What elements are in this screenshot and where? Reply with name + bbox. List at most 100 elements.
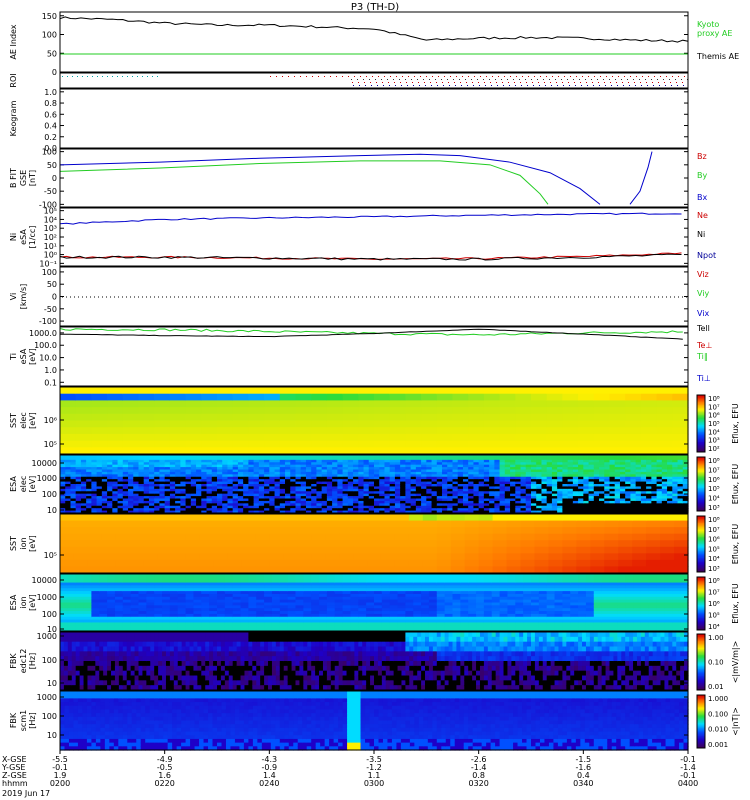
spectrogram-cell	[640, 469, 647, 473]
spectrogram-cell	[232, 508, 239, 512]
spectrogram-cell	[436, 514, 452, 522]
spectrogram-cell	[578, 413, 595, 422]
spectrogram-cell	[240, 602, 249, 606]
spectrogram-cell	[646, 491, 652, 495]
spectrogram-cell	[342, 479, 349, 483]
spectrogram-cell	[531, 486, 537, 490]
spectrogram-cell	[297, 514, 312, 522]
spectrogram-cell	[159, 488, 166, 492]
spectrogram-cell	[384, 505, 391, 509]
spectrogram-cell	[227, 488, 234, 492]
spectrogram-cell	[175, 481, 181, 485]
spectrogram-cell	[546, 467, 553, 471]
spectrogram-cell	[206, 462, 213, 466]
velocity-zero-dot	[602, 296, 603, 298]
spectrogram-cell	[201, 574, 210, 578]
spectrogram-cell	[232, 471, 239, 475]
velocity-zero-dot	[354, 296, 355, 298]
spectrogram-cell	[211, 479, 218, 483]
roi-dot	[521, 85, 522, 86]
spectrogram-cell	[128, 462, 134, 466]
spectrogram-cell	[271, 611, 281, 615]
velocity-zero-dot	[670, 296, 671, 298]
spectrogram-cell	[408, 559, 424, 568]
spectrogram-cell	[122, 471, 129, 475]
spectrogram-cell	[274, 467, 281, 471]
spectrogram-cell	[211, 462, 218, 466]
spectrogram-cell	[171, 566, 187, 574]
spectrogram-cell	[169, 508, 176, 512]
spectrogram-cell	[80, 505, 87, 509]
spectrogram-cell	[506, 533, 522, 541]
roi-dot	[675, 79, 676, 80]
spectrogram-cell	[162, 613, 171, 618]
spectrogram-cell	[117, 493, 124, 497]
spectrogram-cell	[285, 479, 291, 483]
spectrogram-cell	[162, 574, 171, 578]
spectrogram-cell	[389, 471, 396, 475]
spectrogram-cell	[264, 574, 273, 578]
spectrogram-cell	[468, 469, 475, 473]
panel-frame-esa_e	[59, 454, 689, 514]
spectrogram-cell	[253, 469, 260, 473]
spectrogram-cell	[588, 503, 595, 507]
spectrogram-cell	[520, 464, 527, 468]
spectrogram-cell	[190, 467, 197, 471]
spectrogram-cell	[114, 613, 124, 618]
spectrogram-cell	[201, 413, 218, 422]
legend-density: Npot	[697, 251, 716, 260]
roi-dot	[504, 76, 505, 77]
spectrogram-cell	[253, 457, 260, 461]
roi-dot	[396, 76, 397, 77]
spectrogram-cell	[133, 479, 140, 483]
spectrogram-cell	[237, 464, 244, 468]
spectrogram-cell	[394, 459, 401, 463]
spectrogram-cell	[368, 457, 375, 461]
spectrogram-cell	[154, 484, 161, 488]
spectrogram-cell	[316, 481, 323, 485]
spectrogram-cell	[614, 503, 621, 507]
spectrogram-cell	[347, 488, 354, 492]
spectrogram-cell	[143, 467, 150, 471]
spectrogram-cell	[305, 503, 312, 507]
spectrogram-cell	[478, 469, 485, 473]
velocity-zero-dot	[542, 296, 543, 298]
spectrogram-cell	[185, 559, 201, 568]
velocity-zero-dot	[146, 296, 147, 298]
spectrogram-cell	[224, 585, 234, 589]
velocity-zero-dot	[370, 296, 371, 298]
spectrogram-cell	[415, 508, 422, 512]
spectrogram-cell	[271, 605, 281, 609]
spectrogram-cell	[285, 503, 291, 507]
spectrogram-cell	[590, 533, 605, 541]
spectrogram-cell	[464, 546, 480, 554]
spectrogram-cell	[410, 469, 417, 473]
spectrogram-cell	[447, 474, 454, 478]
roi-dot	[490, 82, 491, 83]
spectrogram-cell	[660, 540, 675, 548]
spectrogram-cell	[300, 508, 307, 512]
spectrogram-cell	[442, 503, 448, 507]
y-tick-label-esa_e: 10000	[32, 459, 57, 468]
spectrogram-cell	[478, 533, 494, 541]
spectrogram-cell	[384, 510, 391, 514]
spectrogram-cell	[394, 471, 401, 475]
spectrogram-cell	[576, 553, 591, 561]
velocity-zero-dot	[198, 296, 199, 298]
velocity-zero-dot	[674, 296, 675, 298]
spectrogram-cell	[588, 486, 595, 490]
y-tick-label-temp: 0.1	[44, 378, 57, 387]
spectrogram-cell	[635, 486, 642, 490]
spectrogram-cell	[75, 505, 82, 509]
roi-dot	[492, 76, 493, 77]
spectrogram-cell	[546, 387, 563, 395]
velocity-zero-dot	[234, 296, 235, 298]
spectrogram-cell	[138, 440, 155, 448]
spectrogram-cell	[457, 491, 464, 495]
spectrogram-cell	[175, 462, 181, 466]
roi-dot	[508, 82, 509, 83]
spectrogram-cell	[630, 510, 637, 514]
spectrogram-cell	[295, 481, 302, 485]
spectrogram-cell	[222, 488, 229, 492]
spectrogram-cell	[154, 585, 163, 589]
